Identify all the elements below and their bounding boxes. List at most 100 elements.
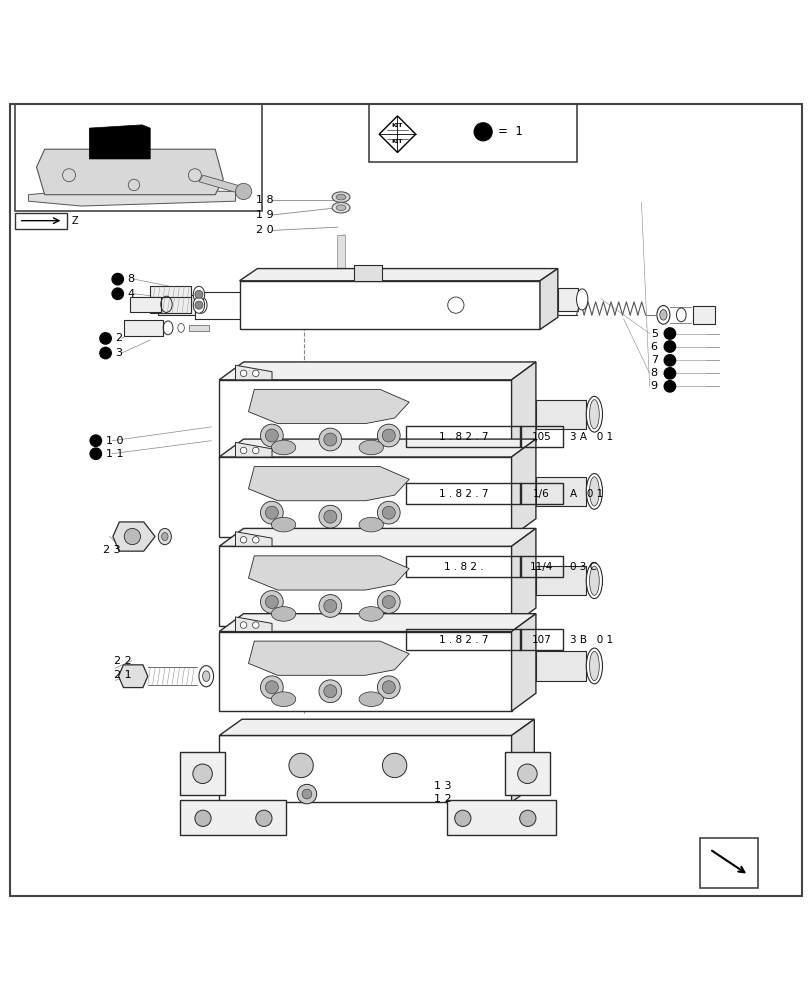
Text: 1 1: 1 1 — [105, 449, 123, 459]
Circle shape — [382, 429, 395, 442]
Circle shape — [260, 501, 283, 524]
Bar — [219, 735, 511, 802]
Circle shape — [265, 681, 278, 694]
Ellipse shape — [358, 607, 383, 621]
Polygon shape — [219, 614, 535, 632]
Circle shape — [474, 123, 491, 141]
Bar — [150, 297, 191, 313]
Circle shape — [240, 370, 247, 377]
Ellipse shape — [271, 517, 295, 532]
Circle shape — [319, 595, 341, 617]
Circle shape — [252, 447, 259, 454]
Polygon shape — [219, 719, 534, 735]
Ellipse shape — [656, 306, 669, 324]
Circle shape — [382, 681, 395, 694]
Polygon shape — [219, 362, 535, 380]
Circle shape — [319, 680, 341, 703]
Bar — [15, 104, 262, 211]
Ellipse shape — [202, 671, 209, 681]
Text: 1 . 8 2 . 7: 1 . 8 2 . 7 — [439, 432, 487, 442]
Ellipse shape — [586, 396, 602, 432]
Polygon shape — [89, 125, 150, 159]
Bar — [219, 632, 511, 711]
Circle shape — [377, 676, 400, 699]
Ellipse shape — [589, 566, 599, 595]
Ellipse shape — [586, 563, 602, 599]
Text: 6: 6 — [650, 342, 657, 352]
Text: 9: 9 — [650, 381, 657, 391]
Bar — [239, 281, 539, 329]
Polygon shape — [511, 614, 535, 711]
Circle shape — [195, 301, 203, 309]
Text: 2: 2 — [115, 333, 122, 343]
Bar — [189, 325, 209, 331]
Circle shape — [663, 328, 675, 339]
Ellipse shape — [161, 532, 168, 541]
Circle shape — [377, 591, 400, 613]
Ellipse shape — [586, 648, 602, 684]
Bar — [535, 477, 586, 506]
Text: KIT: KIT — [391, 139, 403, 144]
Circle shape — [289, 753, 313, 778]
Ellipse shape — [358, 692, 383, 706]
Polygon shape — [248, 641, 409, 675]
Ellipse shape — [199, 666, 213, 687]
Circle shape — [382, 753, 406, 778]
Text: 0 3 C: 0 3 C — [569, 562, 596, 572]
Circle shape — [90, 435, 101, 446]
Circle shape — [265, 506, 278, 519]
Ellipse shape — [271, 692, 295, 706]
Ellipse shape — [332, 202, 350, 213]
Text: 7: 7 — [650, 355, 657, 365]
Circle shape — [235, 183, 251, 200]
Ellipse shape — [193, 286, 204, 303]
Ellipse shape — [332, 192, 350, 202]
Polygon shape — [235, 365, 272, 380]
Circle shape — [240, 622, 247, 628]
Circle shape — [297, 784, 316, 804]
Polygon shape — [113, 522, 155, 551]
Text: 3 B   0 1: 3 B 0 1 — [569, 635, 612, 645]
Text: Z: Z — [71, 216, 78, 226]
Polygon shape — [539, 269, 557, 329]
Circle shape — [663, 341, 675, 352]
Circle shape — [252, 537, 259, 543]
Text: 4: 4 — [127, 289, 135, 299]
Text: 2 3: 2 3 — [102, 545, 120, 555]
Circle shape — [324, 599, 337, 612]
Circle shape — [382, 506, 395, 519]
Ellipse shape — [589, 651, 599, 681]
Ellipse shape — [158, 528, 171, 545]
Circle shape — [382, 595, 395, 608]
Bar — [124, 320, 163, 336]
Bar — [337, 235, 344, 273]
Ellipse shape — [271, 607, 295, 621]
Bar — [180, 800, 285, 835]
Text: =  1: = 1 — [497, 125, 522, 138]
Text: 1 . 8 2 . 7: 1 . 8 2 . 7 — [439, 635, 487, 645]
Bar — [406, 426, 521, 447]
Bar — [15, 213, 67, 229]
Circle shape — [517, 764, 537, 784]
Ellipse shape — [358, 440, 383, 455]
Circle shape — [319, 505, 341, 528]
Polygon shape — [118, 665, 148, 688]
Polygon shape — [235, 532, 272, 546]
Circle shape — [377, 501, 400, 524]
Text: 3: 3 — [115, 348, 122, 358]
Text: 8: 8 — [650, 368, 657, 378]
Circle shape — [319, 428, 341, 451]
Ellipse shape — [271, 440, 295, 455]
Circle shape — [255, 810, 272, 826]
Bar — [520, 426, 562, 447]
Text: 1 9: 1 9 — [255, 210, 273, 220]
Circle shape — [90, 448, 101, 459]
Bar — [557, 288, 577, 311]
Text: 1 2: 1 2 — [434, 794, 452, 804]
Bar — [180, 752, 225, 795]
Circle shape — [100, 333, 111, 344]
Bar — [219, 380, 511, 459]
Circle shape — [519, 810, 535, 826]
Text: 3 A   0 1: 3 A 0 1 — [569, 432, 612, 442]
Polygon shape — [248, 389, 409, 424]
